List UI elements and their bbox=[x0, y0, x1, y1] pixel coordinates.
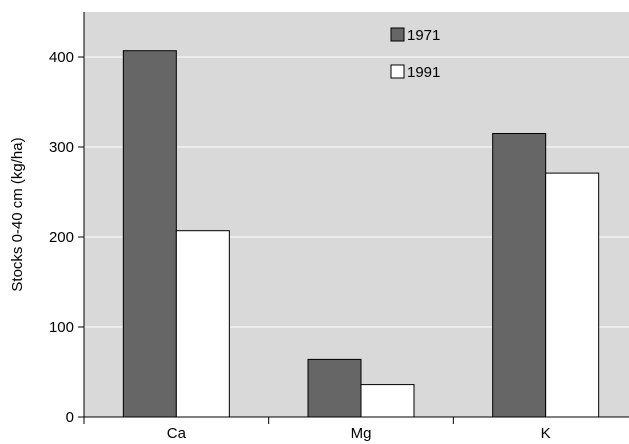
x-tick-label-Ca: Ca bbox=[167, 425, 187, 442]
bar-1971-Ca bbox=[122, 50, 177, 418]
legend-label-1991: 1991 bbox=[407, 64, 440, 81]
bar-1991-K bbox=[545, 172, 600, 418]
legend-swatch-1971 bbox=[390, 27, 405, 42]
bar-1971-K bbox=[492, 133, 547, 418]
x-tick-label-Mg: Mg bbox=[351, 425, 372, 442]
bar-1991-Ca bbox=[175, 230, 230, 418]
bar-1971-Mg bbox=[307, 358, 362, 418]
legend-label-1971: 1971 bbox=[407, 27, 440, 44]
x-tick-label-K: K bbox=[541, 425, 551, 442]
y-tick-label: 400 bbox=[49, 49, 74, 66]
y-axis-title: Stocks 0-40 cm (kg/ha) bbox=[9, 137, 26, 291]
y-tick-label: 200 bbox=[49, 229, 74, 246]
bar-1991-Mg bbox=[360, 384, 415, 418]
y-tick-label: 100 bbox=[49, 319, 74, 336]
legend-swatch-1991 bbox=[390, 64, 405, 79]
y-tick-label: 0 bbox=[66, 409, 74, 426]
legend: 1971 1991 bbox=[390, 27, 440, 81]
y-tick-label: 300 bbox=[49, 139, 74, 156]
axes: 0 100 200 300 400 Ca Mg K bbox=[49, 12, 629, 442]
bars bbox=[122, 50, 600, 418]
